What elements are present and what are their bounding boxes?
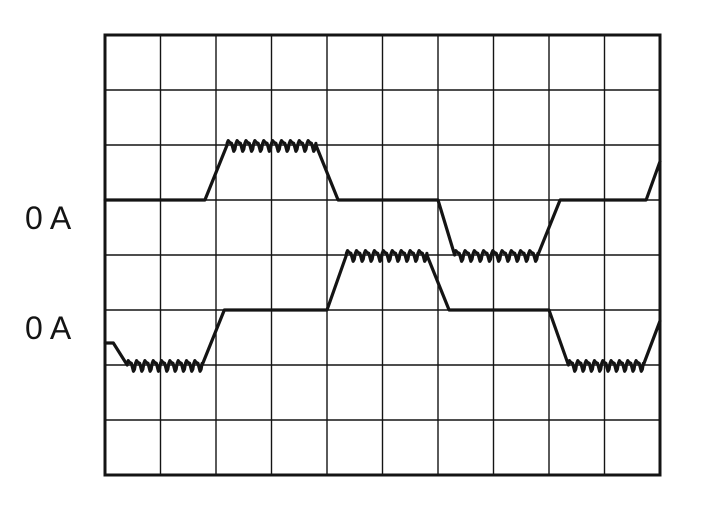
oscilloscope-plot [0,0,711,507]
zero-label-ch1: 0 A [25,200,71,237]
zero-label-ch2: 0 A [25,310,71,347]
